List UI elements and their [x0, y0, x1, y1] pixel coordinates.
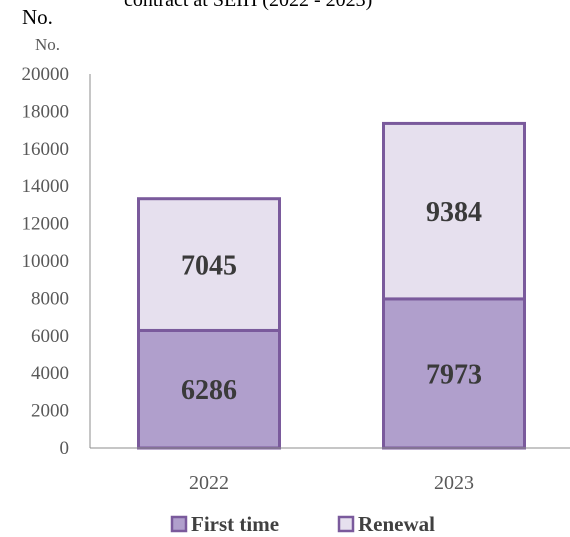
y-axis: 0 2000 4000 6000 8000 10000 12000 14000 16000 180…	[22, 64, 91, 459]
bars: 6286 7045 7973 9384	[137, 121, 526, 450]
data-label: 9384	[426, 197, 482, 228]
data-label: 7973	[426, 359, 482, 390]
data-label: 6286	[181, 375, 237, 406]
bar-segment	[382, 121, 526, 301]
unit-label: No.	[22, 5, 53, 29]
y-tick-label: 6000	[31, 326, 69, 347]
x-axis: 2022 2023	[90, 447, 570, 494]
y-tick-label: 14000	[22, 176, 70, 197]
y-tick-label: 8000	[31, 288, 69, 309]
legend-label: Renewal	[358, 512, 435, 536]
legend: First time Renewal	[170, 512, 435, 536]
y-tick-label: 10000	[22, 251, 70, 272]
x-tick-label: 2022	[189, 472, 229, 494]
legend-swatch	[337, 515, 355, 533]
y-tick-label: 0	[60, 438, 70, 459]
legend-label: First time	[191, 512, 279, 536]
legend-swatch	[170, 515, 188, 533]
y-tick-label: 4000	[31, 363, 69, 384]
y-tick-label: 2000	[31, 401, 69, 422]
y-tick-label: 12000	[22, 214, 70, 235]
y-tick-label: 18000	[22, 101, 70, 122]
chart-title-fragment: contract at SEIH (2022 - 2023)	[124, 0, 372, 11]
data-label: 7045	[181, 251, 237, 282]
axis-unit-label: No.	[35, 35, 60, 54]
y-tick-label: 20000	[22, 64, 70, 85]
x-tick-label: 2023	[434, 472, 474, 494]
y-tick-label: 16000	[22, 139, 70, 160]
bar-segment	[137, 197, 281, 332]
